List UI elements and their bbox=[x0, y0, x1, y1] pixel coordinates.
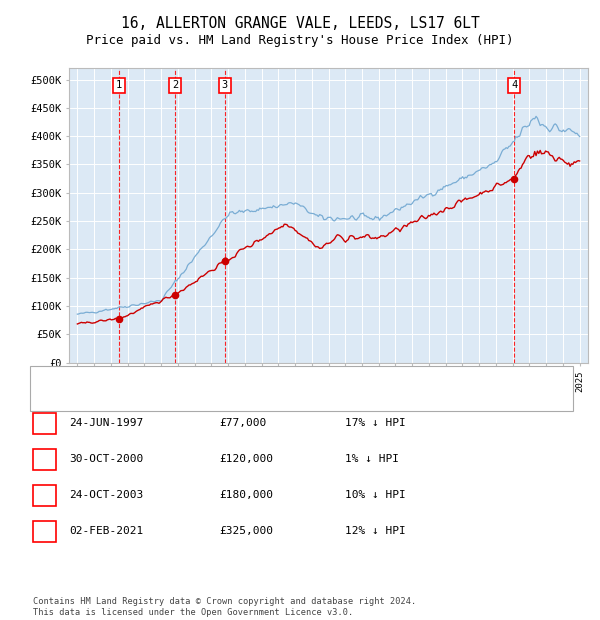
Text: £77,000: £77,000 bbox=[219, 418, 266, 428]
Text: £325,000: £325,000 bbox=[219, 526, 273, 536]
Text: 2: 2 bbox=[41, 454, 48, 464]
Text: 02-FEB-2021: 02-FEB-2021 bbox=[69, 526, 143, 536]
Text: 16, ALLERTON GRANGE VALE, LEEDS, LS17 6LT: 16, ALLERTON GRANGE VALE, LEEDS, LS17 6L… bbox=[121, 16, 479, 31]
Text: 1: 1 bbox=[116, 80, 122, 90]
Text: 4: 4 bbox=[41, 526, 48, 536]
Text: 4: 4 bbox=[511, 80, 517, 90]
Text: 3: 3 bbox=[41, 490, 48, 500]
Text: £180,000: £180,000 bbox=[219, 490, 273, 500]
Text: 1: 1 bbox=[41, 418, 48, 428]
Text: £120,000: £120,000 bbox=[219, 454, 273, 464]
Text: 2: 2 bbox=[172, 80, 178, 90]
Text: 16, ALLERTON GRANGE VALE, LEEDS, LS17 6LT (detached house): 16, ALLERTON GRANGE VALE, LEEDS, LS17 6L… bbox=[87, 387, 449, 397]
Text: HPI: Average price, detached house, Leeds: HPI: Average price, detached house, Leed… bbox=[87, 399, 343, 409]
Text: 17% ↓ HPI: 17% ↓ HPI bbox=[345, 418, 406, 428]
Text: Price paid vs. HM Land Registry's House Price Index (HPI): Price paid vs. HM Land Registry's House … bbox=[86, 34, 514, 46]
Text: 12% ↓ HPI: 12% ↓ HPI bbox=[345, 526, 406, 536]
Text: 10% ↓ HPI: 10% ↓ HPI bbox=[345, 490, 406, 500]
Text: 1% ↓ HPI: 1% ↓ HPI bbox=[345, 454, 399, 464]
Text: 24-JUN-1997: 24-JUN-1997 bbox=[69, 418, 143, 428]
Text: 30-OCT-2000: 30-OCT-2000 bbox=[69, 454, 143, 464]
Text: Contains HM Land Registry data © Crown copyright and database right 2024.
This d: Contains HM Land Registry data © Crown c… bbox=[33, 598, 416, 617]
Text: 24-OCT-2003: 24-OCT-2003 bbox=[69, 490, 143, 500]
Text: 3: 3 bbox=[222, 80, 228, 90]
